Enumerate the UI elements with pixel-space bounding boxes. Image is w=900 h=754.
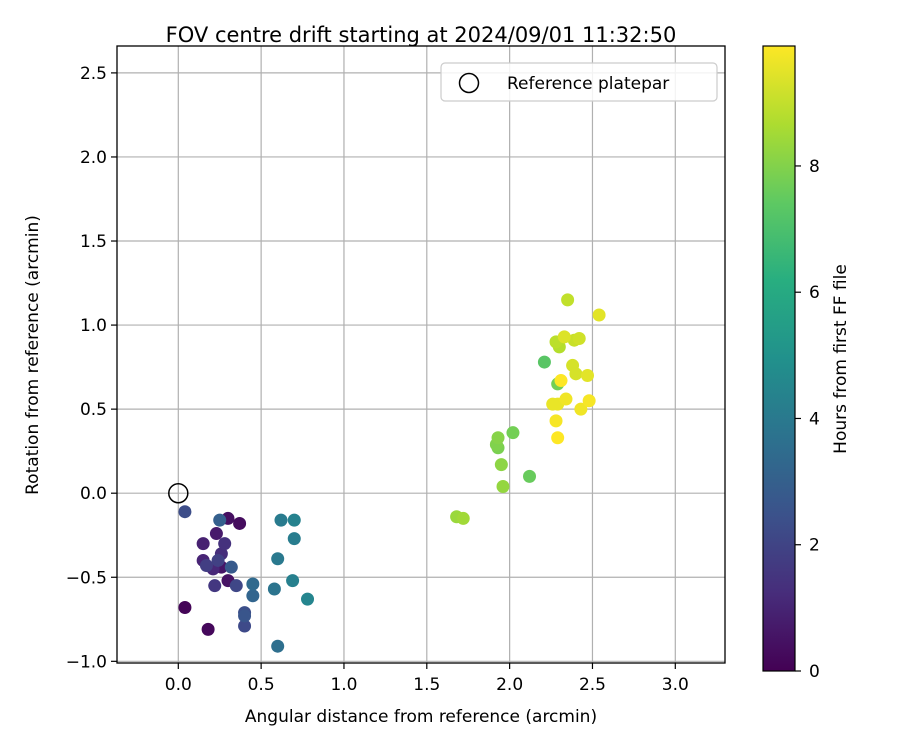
x-tick-label: 1.5 <box>413 675 440 695</box>
y-axis-label: Rotation from reference (arcmin) <box>23 215 43 495</box>
data-point <box>574 402 588 416</box>
data-point <box>199 558 213 572</box>
data-point <box>582 394 596 408</box>
colorbar: 0 2 4 6 8 Hours from first FF file <box>762 45 851 682</box>
data-point <box>246 577 260 591</box>
data-point <box>286 574 300 588</box>
data-point <box>572 332 586 346</box>
x-axis-label: Angular distance from reference (arcmin) <box>245 707 597 727</box>
data-point <box>178 601 192 615</box>
data-point <box>178 505 192 519</box>
data-point <box>267 582 281 596</box>
data-point <box>301 592 315 606</box>
colorbar-label: Hours from first FF file <box>831 264 851 454</box>
data-point <box>208 579 222 593</box>
data-point <box>213 513 227 527</box>
data-point <box>271 552 285 566</box>
chart-title: FOV centre drift starting at 2024/09/01 … <box>166 23 677 47</box>
data-point <box>559 392 573 406</box>
data-point <box>224 560 238 574</box>
y-tick-label: 0.0 <box>80 484 107 504</box>
data-point <box>592 308 606 322</box>
data-point <box>491 431 505 445</box>
data-point <box>238 619 252 633</box>
y-tick-label: 0.5 <box>80 400 107 420</box>
y-tick-label: −1.0 <box>66 652 107 672</box>
x-tick-label: 1.0 <box>330 675 357 695</box>
data-point <box>229 579 243 593</box>
legend-label: Reference platepar <box>507 74 669 94</box>
colorbar-tick-label: 0 <box>809 662 820 682</box>
data-point <box>537 355 551 369</box>
grid-lines <box>117 46 725 663</box>
x-axis-ticks: 0.0 0.5 1.0 1.5 2.0 2.5 3.0 <box>165 663 689 695</box>
data-point <box>496 479 510 493</box>
data-point <box>201 622 215 636</box>
data-point <box>494 458 508 472</box>
colorbar-ticks: 0 2 4 6 8 <box>795 157 820 682</box>
data-point <box>557 330 571 344</box>
plot-frame <box>116 45 726 664</box>
data-point <box>287 513 301 527</box>
x-tick-label: 2.0 <box>496 675 523 695</box>
colorbar-tick-label: 6 <box>809 283 820 303</box>
data-point <box>561 293 575 307</box>
colorbar-tick-label: 8 <box>809 157 820 177</box>
data-point <box>271 639 285 653</box>
reference-point <box>168 482 189 504</box>
data-point <box>274 513 288 527</box>
x-tick-label: 2.5 <box>579 675 606 695</box>
y-tick-label: 1.0 <box>80 316 107 336</box>
data-point <box>580 369 594 383</box>
colorbar-frame <box>762 45 796 672</box>
data-point <box>506 426 520 440</box>
y-tick-label: 2.5 <box>80 64 107 84</box>
legend-box <box>440 62 718 102</box>
y-tick-label: 2.0 <box>80 148 107 168</box>
y-tick-label: −0.5 <box>66 568 107 588</box>
x-tick-label: 3.0 <box>662 675 689 695</box>
data-point <box>218 537 232 551</box>
data-point <box>246 589 260 603</box>
data-point <box>546 397 560 411</box>
y-axis-ticks: −1.0 −0.5 0.0 0.5 1.0 1.5 2.0 2.5 <box>66 64 117 672</box>
data-point <box>456 511 470 525</box>
y-tick-label: 1.5 <box>80 232 107 252</box>
colorbar-tick-label: 2 <box>809 536 820 556</box>
data-point <box>238 609 252 623</box>
colorbar-tick-label: 4 <box>809 409 820 429</box>
data-point <box>211 553 225 567</box>
data-point <box>569 367 583 381</box>
colorbar-gradient <box>763 46 795 671</box>
data-point <box>551 431 565 445</box>
data-point <box>549 414 563 428</box>
data-point <box>523 469 537 483</box>
x-tick-label: 0.5 <box>248 675 275 695</box>
reference-platepar-marker <box>168 482 189 504</box>
data-point <box>287 532 301 546</box>
legend-marker-open-circle-icon <box>458 72 480 94</box>
data-point <box>209 527 223 541</box>
x-tick-label: 0.0 <box>165 675 192 695</box>
data-points <box>178 293 606 653</box>
data-point <box>554 374 568 388</box>
data-point <box>233 516 247 530</box>
legend: Reference platepar <box>440 62 718 102</box>
data-point <box>196 537 210 551</box>
